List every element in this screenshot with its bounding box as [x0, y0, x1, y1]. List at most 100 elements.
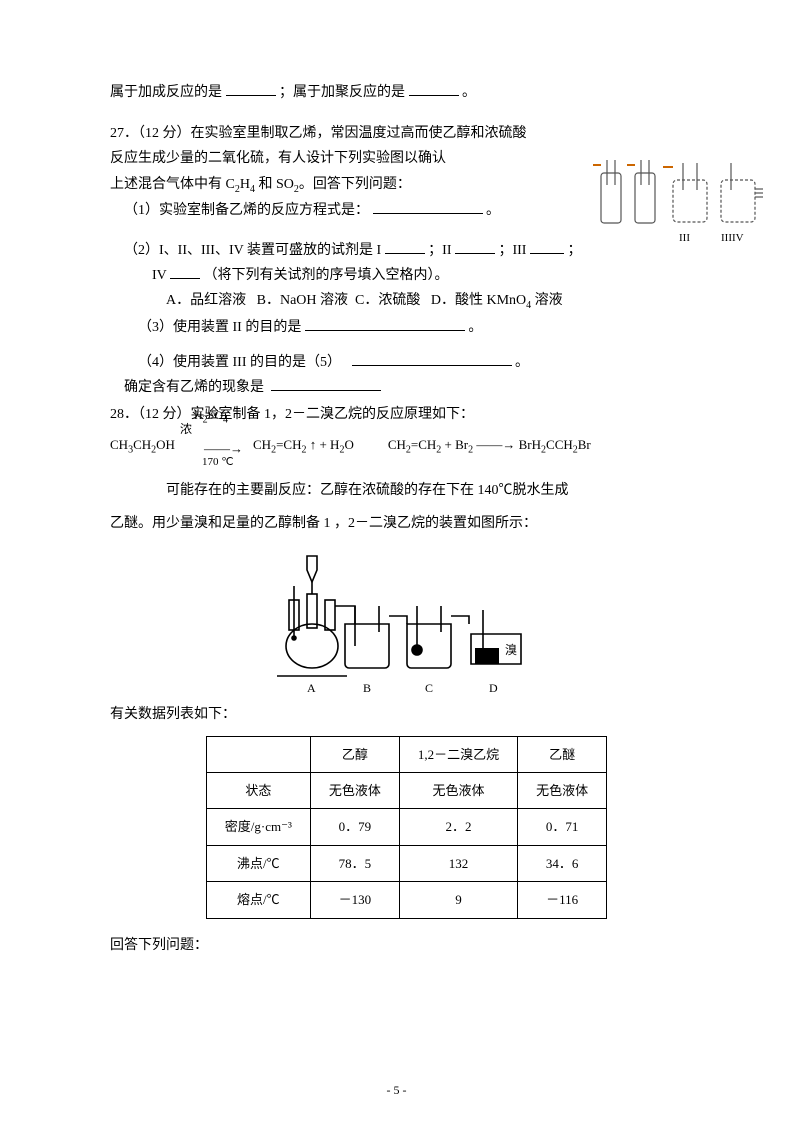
q28-apparatus-figure: 溴 A B C D: [257, 546, 557, 696]
text: OH: [156, 437, 175, 452]
text: 反应生成少量的二氧化硫，有人设计下列实验图以确认: [110, 151, 446, 166]
q28-equation: H2SO4 浓 CH3CH2OH ——→ 170 ℃ CH2=CH2 ↑ + H…: [110, 433, 703, 460]
blank-p4[interactable]: [352, 351, 512, 366]
text: BrH: [519, 437, 541, 452]
text: 27．（12 分）在实验室里制取乙烯，常因温度过高而使乙醇和浓硫酸: [110, 126, 527, 141]
table-header: 1,2－二溴乙烷: [399, 736, 517, 772]
text: =CH: [276, 437, 301, 452]
text: ；属于加聚反应的是: [279, 85, 405, 100]
table-row: 沸点/℃ 78．5 132 34．6: [206, 845, 606, 881]
label-c: C: [425, 681, 433, 695]
table-cell: 状态: [206, 773, 310, 809]
bromine-label: 溴: [505, 643, 517, 657]
blank-iii[interactable]: [530, 239, 564, 254]
text: SO: [208, 408, 223, 422]
table-cell: 0．71: [518, 809, 607, 845]
text: CH: [110, 437, 128, 452]
table-cell: 沸点/℃: [206, 845, 310, 881]
table-cell: 密度/g·cm⁻³: [206, 809, 310, 845]
blank-polymerization[interactable]: [409, 81, 459, 96]
table-cell: 78．5: [310, 845, 399, 881]
table-row: 熔点/℃ －130 9 －116: [206, 882, 606, 918]
blank-addition[interactable]: [226, 81, 276, 96]
text: IV: [152, 268, 167, 283]
text: （将下列有关试剂的序号填入空格内）。: [204, 268, 449, 283]
sub: 2: [468, 445, 473, 456]
text: ；II: [428, 243, 455, 258]
table-cell: －130: [310, 882, 399, 918]
option-b: B．NaOH 溶液: [257, 293, 348, 308]
text: 和 SO: [255, 177, 294, 192]
text: Br: [578, 437, 591, 452]
option-d2: 溶液: [531, 293, 563, 308]
text: + Br: [441, 437, 468, 452]
blank-eq[interactable]: [373, 199, 483, 214]
text: ↑ + H: [306, 437, 339, 452]
q28-table-title: 有关数据列表如下：: [110, 702, 703, 727]
table-cell: 34．6: [518, 845, 607, 881]
text: H: [194, 408, 203, 422]
page-number: - 5 -: [0, 1080, 793, 1102]
option-a: A．品红溶液: [166, 293, 246, 308]
table-cell: 0．79: [310, 809, 399, 845]
table-cell: 无色液体: [399, 773, 517, 809]
text: 上述混合气体中有 C: [110, 177, 235, 192]
table-cell: －116: [518, 882, 607, 918]
text: 170 ℃: [202, 453, 234, 473]
q26-fragment: 属于加成反应的是 ；属于加聚反应的是 。: [110, 80, 703, 105]
arrow-icon: ——→: [476, 437, 515, 452]
text: （4）使用装置 III 的目的是（5）: [138, 355, 341, 370]
label-iiiiv: IIIIV: [721, 232, 744, 244]
text: 确定含有乙烯的现象是: [124, 380, 264, 395]
text: （1）实验室制备乙烯的反应方程式是：: [124, 203, 369, 218]
blank-ii[interactable]: [455, 239, 495, 254]
blank-i[interactable]: [385, 239, 425, 254]
label-b: B: [363, 681, 371, 695]
q27-p5: 确定含有乙烯的现象是: [110, 375, 703, 400]
table-cell: 2．2: [399, 809, 517, 845]
q27-apparatus-figure: III IIIIV: [593, 155, 763, 250]
text: 。: [462, 85, 476, 100]
q27-options: A．品红溶液 B．NaOH 溶液 C．浓硫酸 D．酸性 KMnO4 溶液: [110, 288, 703, 315]
table-cell: 无色液体: [310, 773, 399, 809]
text: CCH: [546, 437, 573, 452]
table-header: 乙醚: [518, 736, 607, 772]
q27-p3: （3）使用装置 II 的目的是 。: [110, 315, 703, 340]
q27-p2-cont: IV （将下列有关试剂的序号填入空格内）。: [110, 263, 703, 288]
text: CH: [133, 437, 151, 452]
table-header: 乙醇: [310, 736, 399, 772]
text: （3）使用装置 II 的目的是: [138, 320, 305, 335]
text: ；III: [498, 243, 526, 258]
table-row: 密度/g·cm⁻³ 0．79 2．2 0．71: [206, 809, 606, 845]
sub: 4: [223, 415, 228, 426]
blank-p3[interactable]: [305, 316, 465, 331]
q28-side: 可能存在的主要副反应：乙醇在浓硫酸的存在下在 140℃脱水生成: [110, 478, 703, 503]
q28-answer-prompt: 回答下列问题：: [110, 933, 703, 958]
text: ；: [567, 243, 581, 258]
text: 属于加成反应的是: [110, 85, 222, 100]
text: O: [344, 437, 353, 452]
text: =CH: [411, 437, 436, 452]
table-row: 状态 无色液体 无色液体 无色液体: [206, 773, 606, 809]
text: 。回答下列问题：: [299, 177, 411, 192]
text: 。: [486, 203, 500, 218]
q28-side2: 乙醚。用少量溴和足量的乙醇制备 1 ，2－二溴乙烷的装置如图所示：: [110, 511, 703, 536]
blank-iv[interactable]: [170, 264, 200, 279]
text: （2）I、II、III、IV 装置可盛放的试剂是 I: [124, 243, 385, 258]
table-row: 乙醇 1,2－二溴乙烷 乙醚: [206, 736, 606, 772]
text: 。: [515, 355, 529, 370]
table-cell: 无色液体: [518, 773, 607, 809]
table-cell: 132: [399, 845, 517, 881]
text: H: [240, 177, 250, 192]
option-d: D．酸性 KMnO: [431, 293, 526, 308]
table-header: [206, 736, 310, 772]
q27-p4: （4）使用装置 III 的目的是（5） 。: [110, 350, 703, 375]
label-iii: III: [679, 232, 690, 244]
table-cell: 9: [399, 882, 517, 918]
text: CH: [388, 437, 406, 452]
blank-p5[interactable]: [271, 376, 381, 391]
label-a: A: [307, 681, 316, 695]
text: CH: [253, 437, 271, 452]
text: 浓: [180, 419, 192, 441]
label-d: D: [489, 681, 498, 695]
